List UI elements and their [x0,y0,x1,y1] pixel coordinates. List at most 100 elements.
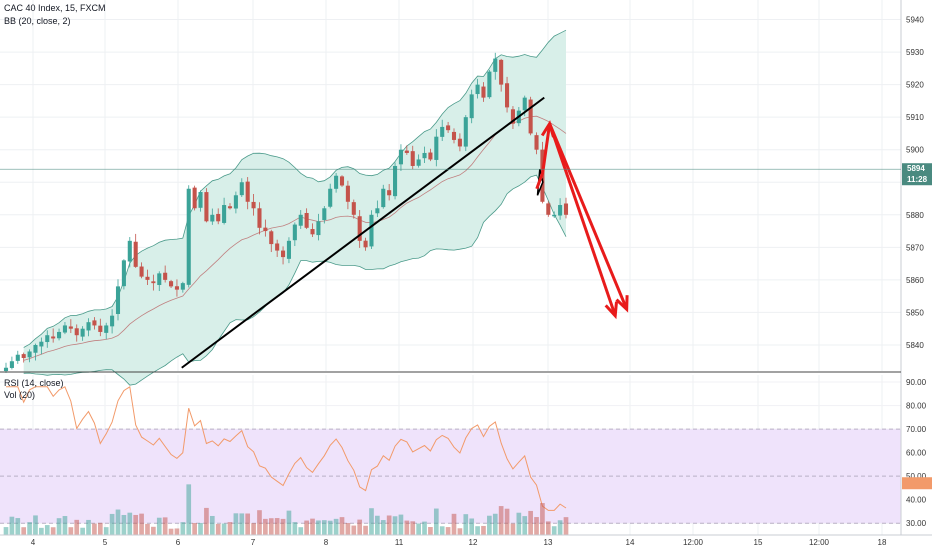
candle-body [334,175,339,189]
volume-bar [410,521,416,535]
candle-body [45,335,50,343]
candle-body [68,326,73,329]
candle-body [98,325,103,332]
candle-body [245,181,250,202]
volume-bar [121,514,127,535]
volume-bar [56,518,62,535]
last-price-badge [902,163,932,186]
candle-body [558,205,563,216]
candle-body [387,190,392,196]
legend-bb: BB (20, close, 2) [4,16,71,26]
last-price-label: 5894 [907,164,925,173]
volume-bar [445,527,451,535]
candle-body [269,231,274,245]
candle-body [475,84,480,95]
candle-body [345,185,350,202]
candle-body [186,188,191,285]
candle-body [381,188,386,208]
candle-body [440,126,445,137]
candle-body [57,331,62,339]
time-tick-label: 7 [251,538,256,547]
volume-bar [162,517,168,535]
candle-body [499,59,504,85]
drawings [181,96,629,369]
countdown-label: 11:28 [907,175,928,184]
candle-body [222,205,227,223]
rsi-tick-label: 90.00 [906,378,927,387]
volume-bar [139,513,144,535]
volume-bar [522,516,528,535]
volume-bar [504,508,510,535]
volume-bar [398,514,404,535]
volume-bar [145,523,150,535]
volume-bar [422,521,427,535]
volume-bar [280,518,286,535]
bb-upper [23,29,567,348]
volume-bar [68,527,74,535]
candle-body [92,320,97,326]
candle-body [522,97,527,111]
volume-bar [540,503,545,535]
candle-body [428,152,433,160]
price-tick-label: 5840 [906,341,924,350]
volume-bar [451,513,457,535]
volume-bar [380,520,386,535]
volume-bar [245,513,251,535]
candle-body [115,286,121,315]
candle-body [369,214,374,247]
volume-bar [439,526,445,535]
volume-bar [492,513,498,535]
price-tick-label: 5850 [906,308,924,317]
projection-arrow [548,123,629,310]
candle-body [328,188,333,207]
volume-bar [487,515,492,535]
rsi-pane [0,385,901,524]
volume-bar [369,508,374,535]
rsi-tick-label: 30.00 [906,519,927,528]
volume-bar [127,512,133,535]
price-axis-bg [901,0,932,550]
candle-body [393,165,398,197]
legend-rsi: RSI (14, close) [4,378,64,388]
volume-bar [97,522,103,535]
candle-body [121,260,126,287]
candle-body [51,336,56,339]
price-tick-label: 5900 [906,146,924,155]
candle-body [21,354,26,358]
volume-bar [133,514,139,535]
time-tick-label: 15 [754,538,763,547]
time-tick-label: 5 [103,538,108,547]
candle-body [310,229,315,235]
candle-body [151,281,156,284]
volume-bar [15,518,21,535]
time-tick-label: 12:00 [809,538,830,547]
candle-body [322,208,327,221]
candle-body [3,367,9,372]
time-tick-label: 6 [176,538,181,547]
volume-bar [510,523,516,535]
volume-bar [551,526,557,535]
candle-body [463,117,468,147]
volume-bar [221,523,227,535]
legend-vol: Vol (20) [4,390,36,400]
volume-bar [92,523,97,535]
rsi-line [6,385,567,511]
volume-bar [327,520,333,535]
candle-body [304,212,309,228]
volume-bar [469,518,475,535]
volume-bar [463,514,469,535]
volume-bar [257,510,262,535]
volume-bar [263,518,268,535]
candle-body [198,192,203,208]
volume-bar [310,518,315,535]
arrow-head [604,301,618,320]
volume-bar [198,522,203,535]
time-tick-label: 18 [878,538,887,547]
candle-body [163,272,168,280]
price-tick-label: 5930 [906,48,924,57]
candle-body [481,86,486,98]
candle-body [33,344,38,353]
price-tick-label: 5920 [906,81,924,90]
candle-body [257,208,262,228]
